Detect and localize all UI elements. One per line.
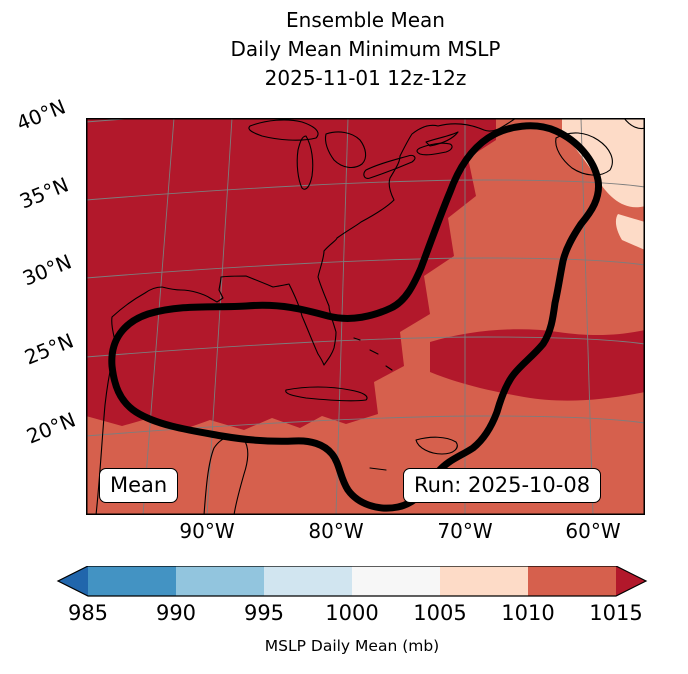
colorbar-tick-995: 995 bbox=[243, 601, 285, 625]
colorbar-segment-1000-1005 bbox=[352, 566, 440, 596]
coastline-long-island bbox=[425, 131, 459, 147]
colorbar-under-arrow bbox=[58, 566, 88, 596]
y-tick-label-35n: 35°N bbox=[16, 172, 72, 214]
y-tick-label-40n: 40°N bbox=[13, 94, 69, 136]
coastline-gulf-atlantic bbox=[95, 118, 517, 515]
colorbar-tick-1005: 1005 bbox=[413, 601, 467, 625]
colorbar-tick-990: 990 bbox=[155, 601, 197, 625]
meridian-90w bbox=[206, 118, 233, 515]
x-tick-label-80w: 80°W bbox=[308, 519, 364, 543]
x-tick-label-90w: 90°W bbox=[179, 519, 235, 543]
colorbar-segment-995-1000 bbox=[264, 566, 352, 596]
title-line-2: Daily Mean Minimum MSLP bbox=[230, 37, 501, 61]
coastline-nova-scotia bbox=[555, 132, 613, 176]
coastline-hispaniola bbox=[415, 436, 458, 455]
run-date-annotation-box: Run: 2025-10-08 bbox=[403, 468, 602, 503]
title-line-1: Ensemble Mean bbox=[286, 8, 445, 32]
parallel-30n bbox=[86, 257, 645, 279]
colorbar-over-arrow bbox=[616, 566, 646, 596]
colorbar-tick-985: 985 bbox=[67, 601, 109, 625]
x-tick-label-70w: 70°W bbox=[437, 519, 493, 543]
map-panel bbox=[86, 118, 645, 515]
colorbar-tick-1010: 1010 bbox=[501, 601, 555, 625]
colorbar-segment-1010-1015 bbox=[528, 566, 616, 596]
lake-ontario bbox=[416, 142, 453, 156]
y-tick-label-20n: 20°N bbox=[23, 407, 79, 449]
parallel-25n bbox=[86, 336, 645, 358]
colorbar-tick-1000: 1000 bbox=[325, 601, 379, 625]
meridian-95w bbox=[142, 118, 175, 515]
lake-huron bbox=[324, 131, 367, 169]
coastline-small-islands bbox=[353, 337, 393, 471]
colorbar-segment-985-990 bbox=[88, 566, 176, 596]
coastlines bbox=[95, 118, 645, 515]
y-tick-label-30n: 30°N bbox=[19, 249, 75, 291]
coastline-newfoundland bbox=[623, 118, 645, 130]
colorbar-outline bbox=[56, 566, 648, 597]
title-line-3: 2025-11-01 12z-12z bbox=[264, 66, 467, 90]
high-pressure-region-east-band bbox=[430, 329, 645, 401]
lake-superior bbox=[248, 119, 319, 141]
lake-michigan bbox=[296, 135, 314, 190]
colorbar bbox=[56, 566, 648, 597]
colorbar-segment-1005-1010 bbox=[440, 566, 528, 596]
lake-erie bbox=[363, 154, 416, 179]
colorbar-axis-label: MSLP Daily Mean (mb) bbox=[264, 637, 440, 655]
x-tick-label-60w: 60°W bbox=[565, 519, 621, 543]
colorbar-segment-990-995 bbox=[176, 566, 264, 596]
parallel-20n bbox=[86, 415, 645, 437]
mean-annotation-box: Mean bbox=[99, 468, 179, 503]
map-border bbox=[86, 118, 645, 515]
low-bin-patch-east bbox=[615, 214, 645, 250]
high-pressure-region-northwest bbox=[86, 118, 496, 430]
colorbar-tick-1015: 1015 bbox=[589, 601, 643, 625]
ensemble-contour-outline bbox=[108, 122, 603, 512]
figure-title: Ensemble Mean Daily Mean Minimum MSLP 20… bbox=[86, 6, 645, 93]
meridian-60w bbox=[580, 118, 594, 515]
coastline-cuba bbox=[285, 386, 368, 402]
y-tick-label-25n: 25°N bbox=[21, 328, 77, 370]
